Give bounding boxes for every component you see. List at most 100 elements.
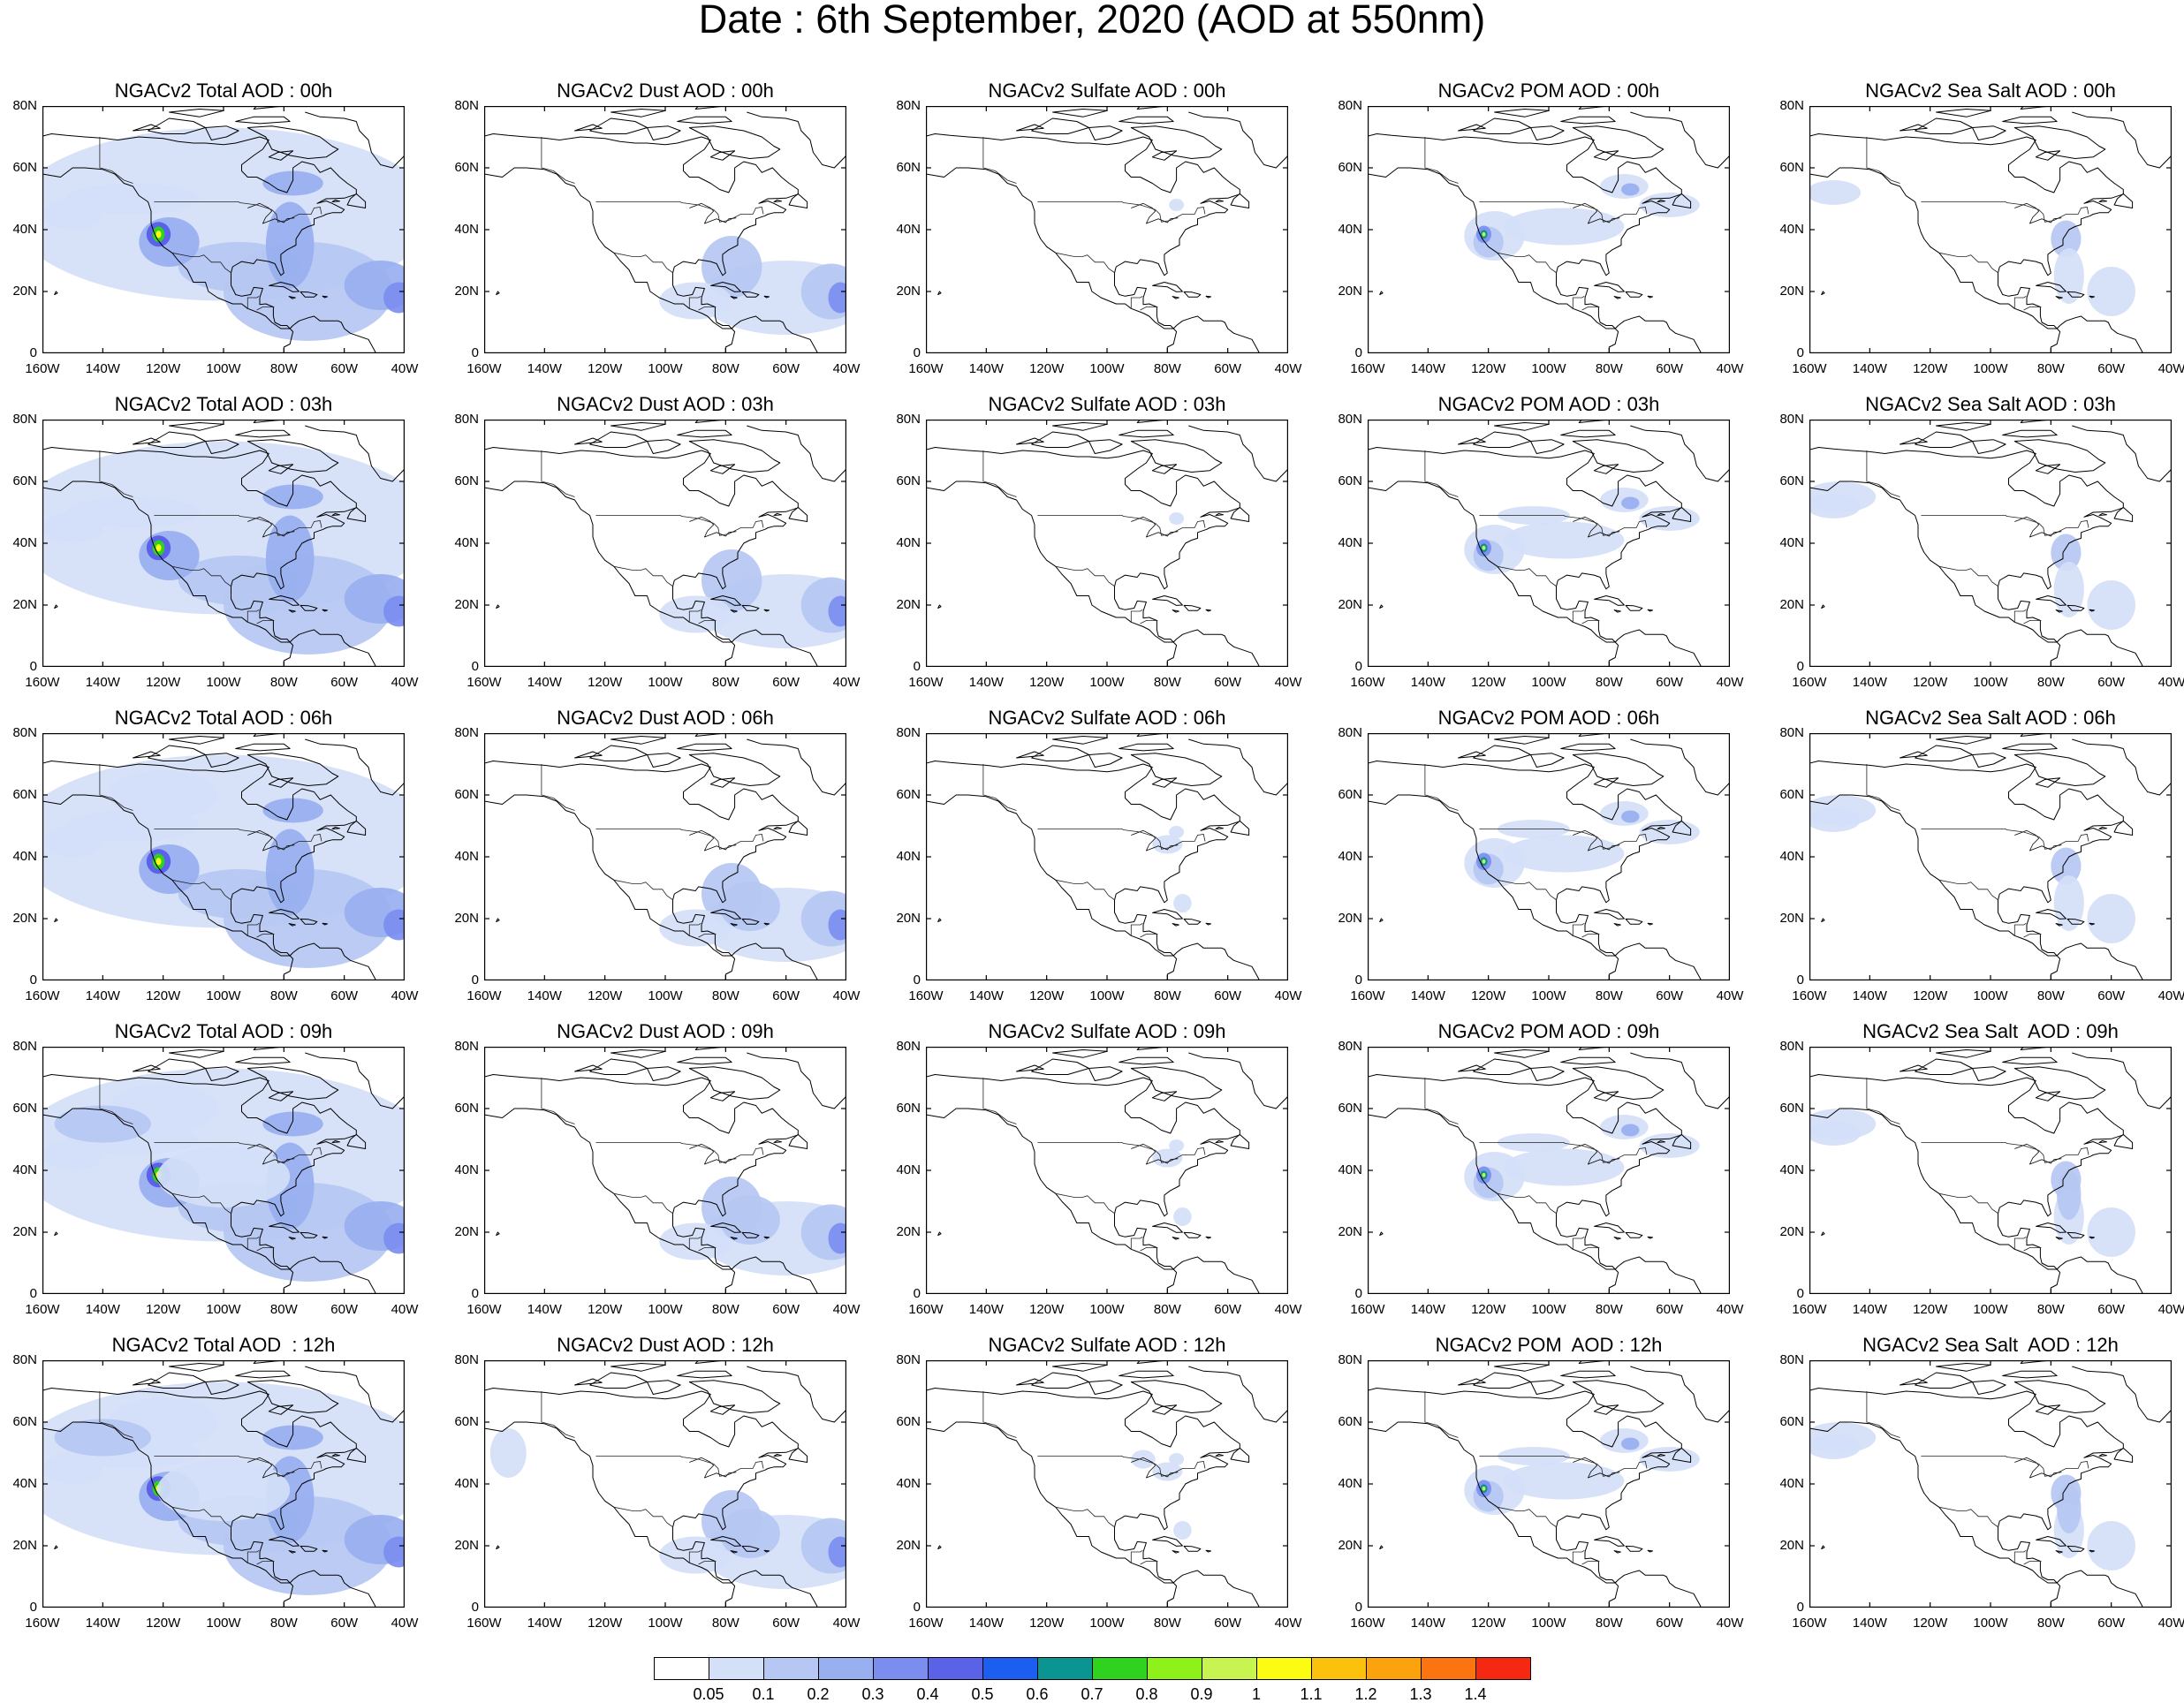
latitude-label: 40N	[454, 1476, 479, 1491]
island	[741, 918, 760, 925]
longitude-label: 120W	[1913, 361, 1948, 376]
colorbar-label: 0.2	[807, 1685, 830, 1703]
arctic-island	[1560, 116, 1616, 125]
longitude-label: 100W	[1089, 1302, 1125, 1317]
colorbar-label: 1.4	[1464, 1685, 1487, 1703]
longitude-label: 40W	[1716, 1302, 1744, 1317]
island	[1379, 1231, 1384, 1236]
border-line	[246, 1236, 260, 1250]
panel-title: NGACv2 Sea Salt AOD : 03h	[1865, 393, 2116, 415]
latitude-label: 80N	[896, 412, 921, 427]
border-line	[171, 565, 232, 587]
map-panel: NGACv2 POM AOD : 12h 80N 60N 40N 20N 0 160W 140…	[1325, 1334, 1767, 1648]
longitude-label: 60W	[1656, 1302, 1684, 1317]
arctic-island	[1151, 777, 1178, 788]
colorbar-swatch	[1475, 1657, 1531, 1680]
island	[54, 918, 58, 922]
arctic-island	[2013, 125, 2106, 159]
aod-region	[265, 829, 315, 916]
longitude-label: 60W	[330, 361, 359, 376]
arctic-island	[235, 1370, 291, 1379]
island	[2066, 1231, 2085, 1238]
latitude-label: 20N	[1338, 911, 1362, 926]
border-line	[1130, 609, 1143, 623]
greenland-coastline	[747, 1047, 846, 1109]
aod-region	[1809, 481, 1877, 512]
border-line	[982, 764, 1017, 811]
axes-frame	[484, 1047, 846, 1294]
aod-region	[139, 531, 200, 580]
aod-map	[484, 1360, 846, 1608]
latitude-label: 20N	[1779, 1538, 1804, 1553]
longitude-label: 160W	[1792, 675, 1827, 690]
arctic-island	[688, 1380, 781, 1413]
latitude-label: 20N	[12, 1538, 37, 1553]
longitude-label: 60W	[772, 1616, 800, 1631]
latitude-label: 0	[913, 973, 921, 988]
aod-region	[1621, 1437, 1640, 1450]
arctic-island	[574, 1378, 603, 1386]
border-line	[256, 620, 275, 624]
island	[773, 1139, 782, 1143]
aod-field	[1464, 801, 1700, 888]
island	[1821, 918, 1825, 922]
aod-map	[1809, 420, 2172, 667]
island	[1613, 296, 1621, 299]
island	[54, 291, 58, 295]
island	[741, 1231, 760, 1238]
colorbar-swatch	[1147, 1657, 1202, 1680]
longitude-label: 120W	[1471, 361, 1506, 376]
panel-title: NGACv2 Sea Salt AOD : 00h	[1865, 79, 2116, 102]
political-borders	[99, 764, 322, 938]
longitude-label: 160W	[466, 1302, 502, 1317]
arctic-island	[1088, 439, 1123, 454]
longitude-label: 160W	[25, 675, 60, 690]
latitude-label: 80N	[1779, 1352, 1804, 1367]
aod-map	[926, 106, 1288, 353]
border-line	[613, 1506, 674, 1528]
plot-background	[926, 1360, 1288, 1608]
aod-region	[155, 858, 162, 866]
border-line	[1572, 609, 1585, 623]
aod-field	[659, 236, 846, 335]
aod-region	[1809, 1109, 1877, 1139]
latitude-label: 40N	[896, 535, 921, 550]
arctic-island	[2002, 743, 2058, 752]
longitude-label: 40W	[1274, 675, 1302, 690]
border-line	[1479, 201, 1648, 223]
latitude-label: 40N	[1779, 535, 1804, 550]
latitude-label: 0	[1354, 345, 1362, 360]
island	[1657, 512, 1665, 516]
island	[1594, 595, 1625, 606]
island	[1215, 826, 1224, 829]
island	[1672, 506, 1692, 522]
aod-region	[828, 909, 846, 941]
island	[346, 820, 367, 836]
border-line	[99, 764, 133, 811]
island	[322, 609, 328, 612]
panel-title: NGACv2 Dust AOD : 06h	[557, 707, 774, 729]
colorbar-swatch	[1092, 1657, 1148, 1680]
border-line	[1938, 1192, 1999, 1215]
aod-map	[1368, 420, 1730, 667]
longitude-label: 80W	[269, 1302, 298, 1317]
arctic-island	[1151, 150, 1178, 161]
latitude-label: 60N	[1779, 787, 1804, 802]
island	[2055, 1550, 2063, 1554]
border-line	[1037, 515, 1206, 536]
longitude-label: 140W	[1410, 988, 1445, 1003]
latitude-label: 60N	[12, 787, 37, 802]
aod-region	[42, 199, 103, 230]
map-plot	[484, 733, 846, 980]
border-line	[171, 252, 232, 274]
axes-frame	[1809, 1047, 2172, 1294]
border-line	[1497, 1506, 1558, 1528]
latitude-label: 0	[1354, 1600, 1362, 1615]
latitude-label: 20N	[896, 1538, 921, 1553]
island	[2113, 1447, 2134, 1463]
map-plot	[42, 420, 405, 667]
axes-frame	[926, 733, 1288, 980]
longitude-label: 140W	[968, 675, 1004, 690]
border-line	[256, 1247, 275, 1252]
aod-field	[42, 441, 405, 655]
